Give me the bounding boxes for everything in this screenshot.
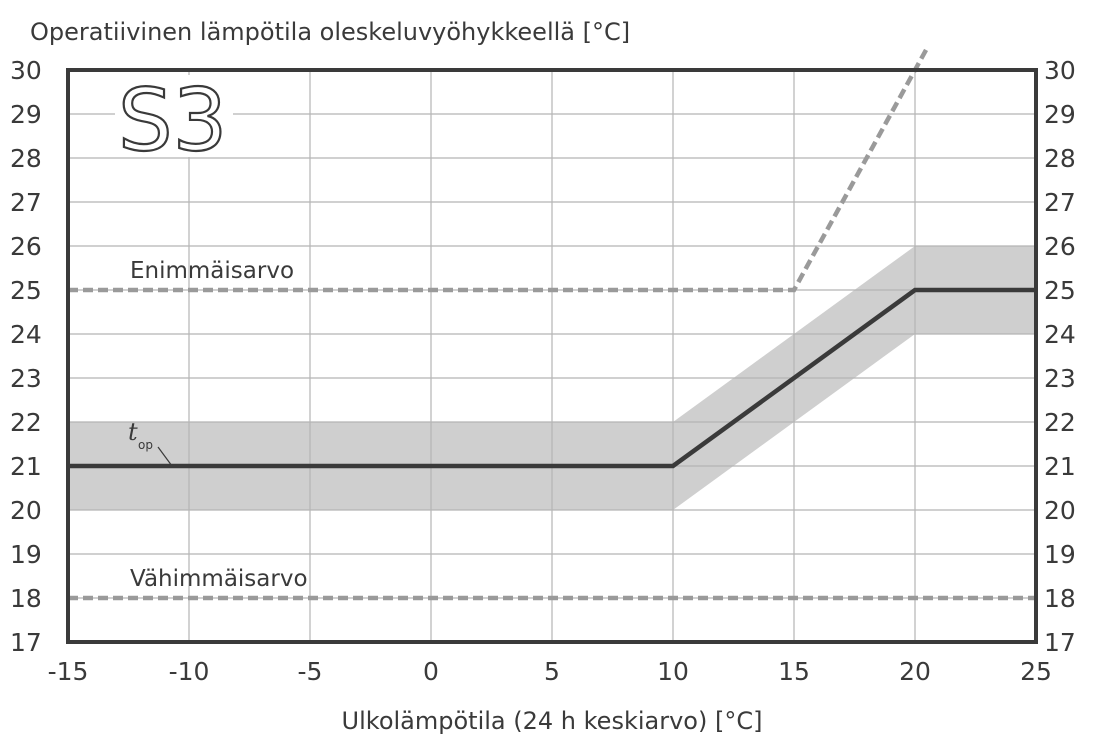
y-tick-label-right: 25 [1044, 276, 1076, 305]
series-label-max: Enimmäisarvo [130, 258, 294, 284]
x-tick-label: 20 [899, 657, 931, 686]
series-label-min: Vähimmäisarvo [130, 566, 308, 592]
y-tick-label-left: 23 [10, 364, 42, 393]
chart-id-backdrop [115, 75, 233, 157]
x-tick-label: 0 [423, 657, 439, 686]
series-label-top: t [128, 418, 138, 446]
x-tick-label: 15 [778, 657, 810, 686]
y-tick-label-left: 22 [10, 408, 42, 437]
y-tick-label-left: 19 [10, 540, 42, 569]
x-tick-label: -10 [169, 657, 210, 686]
y-tick-label-left: 26 [10, 232, 42, 261]
y-tick-label-right: 17 [1044, 628, 1076, 657]
y-tick-label-left: 18 [10, 584, 42, 613]
series-label-top-subscript: op [138, 438, 153, 452]
y-tick-label-left: 29 [10, 100, 42, 129]
chart-id-label: S3 [118, 71, 227, 171]
x-tick-label: 5 [544, 657, 560, 686]
y-tick-label-left: 20 [10, 496, 42, 525]
y-tick-label-left: 30 [10, 56, 42, 85]
series-line-0 [68, 287, 1036, 469]
chart-title: Operatiivinen lämpötila oleskeluvyöhykke… [30, 18, 630, 46]
y-tick-label-right: 22 [1044, 408, 1076, 437]
y-tick-label-right: 23 [1044, 364, 1076, 393]
y-tick-label-right: 21 [1044, 452, 1076, 481]
overlay: 17 17 18 18 19 19 20 20 21 21 22 22 23 23 24 24 25 25 26 26… [10, 56, 1076, 686]
y-tick-label-right: 19 [1044, 540, 1076, 569]
y-tick-label-right: 18 [1044, 584, 1076, 613]
y-tick-label-right: 30 [1044, 56, 1076, 85]
x-tick-label: 10 [657, 657, 689, 686]
y-tick-label-left: 17 [10, 628, 42, 657]
y-tick-label-left: 24 [10, 320, 42, 349]
series-label-top-leader [157, 446, 173, 467]
series-line-1 [68, 46, 930, 293]
y-tick-label-left: 27 [10, 188, 42, 217]
plot-area: S3 Enimmäisarvo Vähimmäisarvo t op [66, 46, 1038, 644]
y-tick-label-right: 27 [1044, 188, 1076, 217]
y-tick-label-right: 24 [1044, 320, 1076, 349]
x-tick-label: 25 [1020, 657, 1052, 686]
y-tick-label-right: 29 [1044, 100, 1076, 129]
y-tick-label-right: 20 [1044, 496, 1076, 525]
x-tick-label: -5 [298, 657, 323, 686]
y-tick-label-right: 28 [1044, 144, 1076, 173]
y-tick-label-left: 21 [10, 452, 42, 481]
y-tick-label-right: 26 [1044, 232, 1076, 261]
y-tick-label-left: 28 [10, 144, 42, 173]
plot-frame [66, 68, 1038, 644]
x-axis-title: Ulkolämpötila (24 h keskiarvo) [°C] [342, 707, 763, 735]
x-tick-label: -15 [48, 657, 89, 686]
y-tick-label-left: 25 [10, 276, 42, 305]
